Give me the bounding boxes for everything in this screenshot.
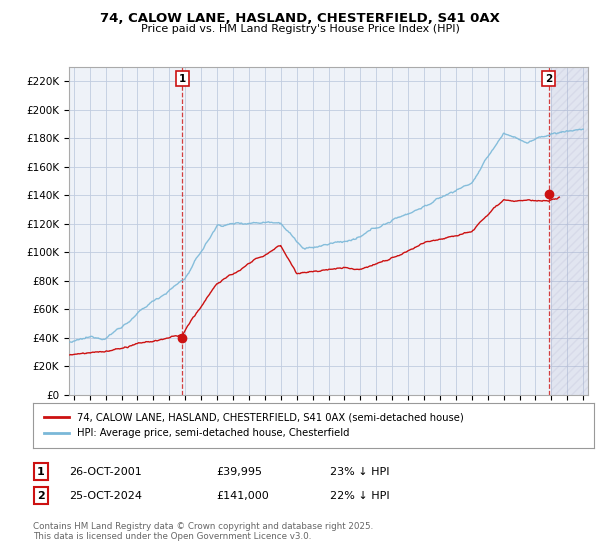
Bar — [551, 67, 588, 395]
Text: £39,995: £39,995 — [216, 466, 262, 477]
Text: £141,000: £141,000 — [216, 491, 269, 501]
Text: 1: 1 — [37, 466, 44, 477]
Legend: 74, CALOW LANE, HASLAND, CHESTERFIELD, S41 0AX (semi-detached house), HPI: Avera: 74, CALOW LANE, HASLAND, CHESTERFIELD, S… — [38, 407, 470, 444]
Text: 2: 2 — [37, 491, 44, 501]
Text: 2: 2 — [545, 73, 552, 83]
Text: Contains HM Land Registry data © Crown copyright and database right 2025.
This d: Contains HM Land Registry data © Crown c… — [33, 522, 373, 542]
Text: 74, CALOW LANE, HASLAND, CHESTERFIELD, S41 0AX: 74, CALOW LANE, HASLAND, CHESTERFIELD, S… — [100, 12, 500, 25]
Text: 25-OCT-2024: 25-OCT-2024 — [69, 491, 142, 501]
Text: 23% ↓ HPI: 23% ↓ HPI — [330, 466, 389, 477]
Text: 22% ↓ HPI: 22% ↓ HPI — [330, 491, 389, 501]
Text: 1: 1 — [179, 73, 186, 83]
Text: Price paid vs. HM Land Registry's House Price Index (HPI): Price paid vs. HM Land Registry's House … — [140, 24, 460, 34]
Text: 26-OCT-2001: 26-OCT-2001 — [69, 466, 142, 477]
